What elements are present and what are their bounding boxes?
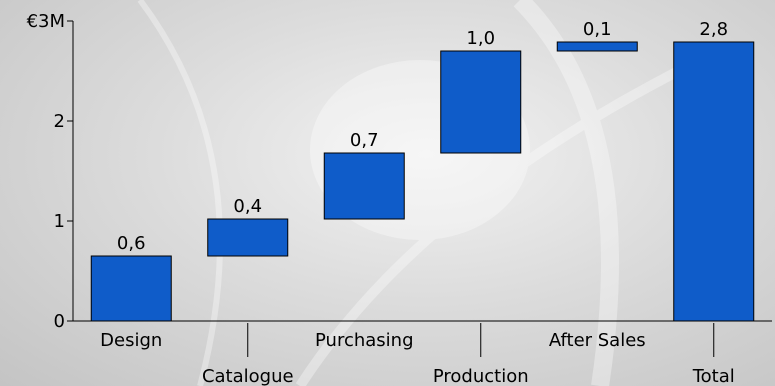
bar-production <box>440 50 522 154</box>
x-category-label: After Sales <box>549 330 646 351</box>
y-tick-label: 0 <box>54 311 65 332</box>
x-category-label: Purchasing <box>315 330 414 351</box>
value-label: 2,8 <box>699 19 728 40</box>
value-label: 0,1 <box>583 19 612 40</box>
bar-design <box>90 255 172 322</box>
bar-after-sales <box>556 41 638 52</box>
value-label: 0,6 <box>117 233 146 254</box>
bar-purchasing <box>323 152 405 220</box>
bar-catalogue <box>207 218 289 257</box>
value-label: 0,4 <box>233 196 262 217</box>
y-axis-ticks: 0 1 2 €3M <box>27 11 73 332</box>
y-tick-label: 2 <box>54 111 65 132</box>
value-labels: 0,6 0,4 0,7 1,0 0,1 2,8 <box>117 19 728 254</box>
bar-total <box>673 41 755 322</box>
x-category-label: Catalogue <box>202 366 294 386</box>
bars <box>90 41 755 322</box>
y-tick-label: €3M <box>27 11 65 32</box>
value-label: 0,7 <box>350 130 379 151</box>
x-category-label: Total <box>692 366 735 386</box>
background-decoration <box>137 0 703 386</box>
x-category-label: Production <box>433 366 529 386</box>
x-category-label: Design <box>100 330 162 351</box>
value-label: 1,0 <box>466 28 495 49</box>
y-tick-label: 1 <box>54 211 65 232</box>
x-axis-labels: Design Catalogue Purchasing Production After… <box>100 323 735 386</box>
